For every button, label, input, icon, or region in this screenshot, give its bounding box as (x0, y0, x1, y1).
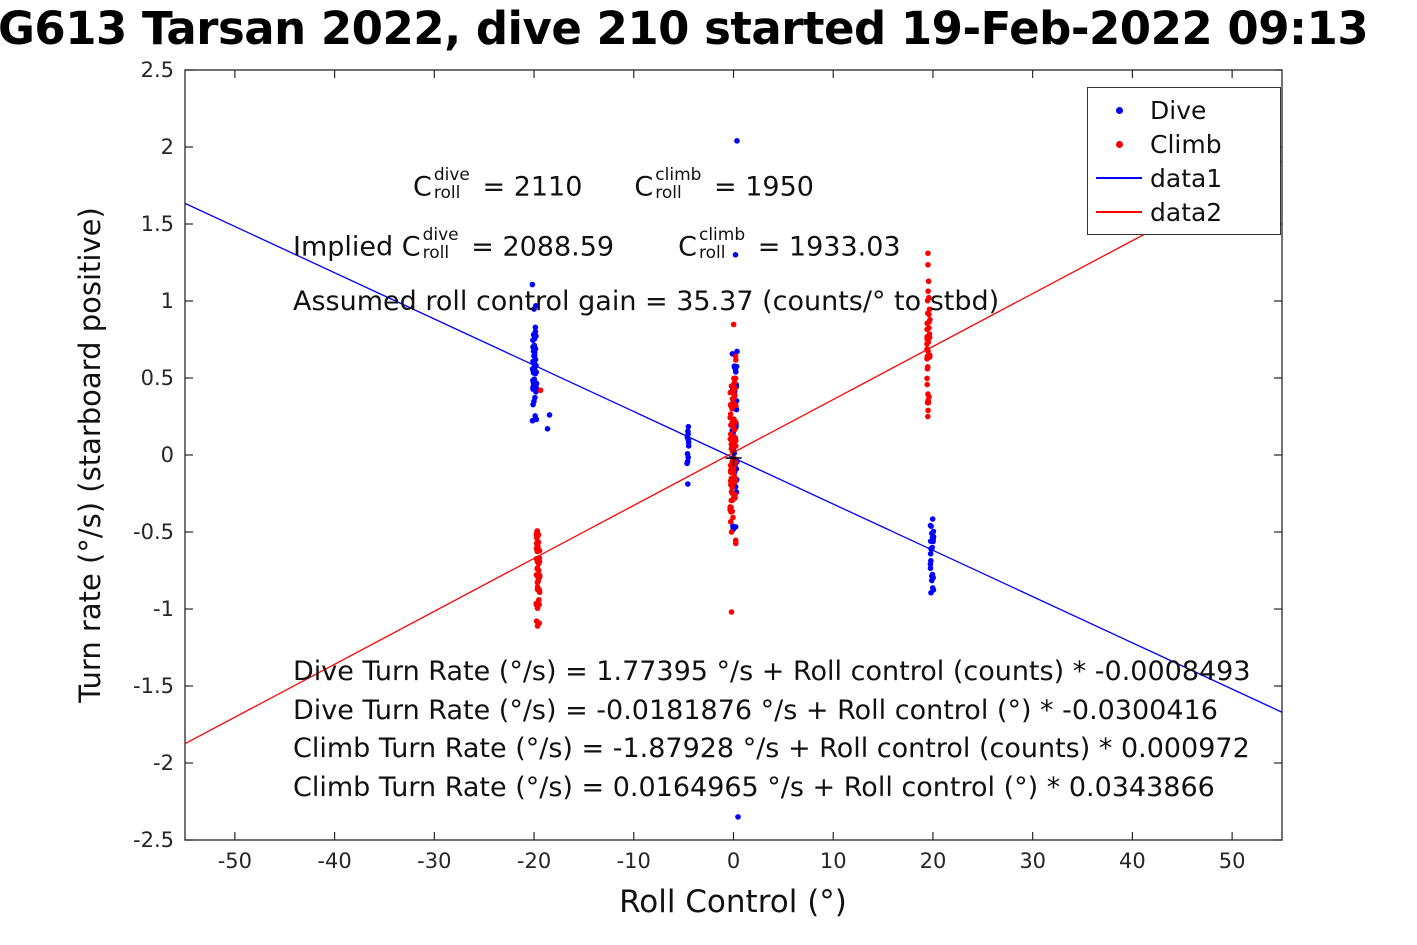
c-symbol: C (413, 171, 432, 203)
c-value: = 2088.59 (462, 231, 615, 263)
x-axis-label: Roll Control (°) (619, 884, 847, 920)
legend-line-icon (1088, 211, 1150, 213)
c-subscript: roll (433, 182, 461, 203)
c-symbol: C (401, 231, 421, 263)
legend-dot-icon (1088, 140, 1150, 148)
y-tick-label: -1 (153, 597, 174, 621)
c-subsup: dive roll (433, 165, 470, 203)
legend-label: data1 (1150, 163, 1223, 193)
x-tick-label: -40 (317, 849, 351, 873)
legend-label: Climb (1150, 129, 1222, 159)
c-subsup: dive roll (422, 225, 459, 263)
y-axis-label: Turn rate (°/s) (starboard positive) (73, 207, 107, 704)
equation-dive-counts: Dive Turn Rate (°/s) = 1.77395 °/s + Rol… (293, 656, 1251, 687)
legend-dot-icon (1088, 106, 1150, 114)
y-tick-label: 1.5 (141, 212, 174, 236)
c-value: = 1933.03 (749, 231, 901, 263)
y-tick-label: 0 (161, 443, 174, 467)
equation-climb-counts: Climb Turn Rate (°/s) = -1.87928 °/s + R… (293, 733, 1250, 764)
x-tick-label: 30 (1019, 849, 1046, 873)
y-tick-label: 1 (161, 289, 174, 313)
c-value: = 2110 (473, 171, 583, 203)
annotation-fit-equations: Dive Turn Rate (°/s) = 1.77395 °/s + Rol… (293, 653, 1251, 807)
x-tick-label: -20 (517, 849, 551, 873)
equation-dive-degrees: Dive Turn Rate (°/s) = -0.0181876 °/s + … (293, 694, 1218, 726)
x-tick-label: -50 (218, 849, 252, 873)
legend-item-Climb: Climb (1088, 127, 1280, 161)
x-tick-label: 0 (727, 849, 740, 873)
c-subscript: roll (422, 242, 450, 263)
y-tick-label: -0.5 (133, 520, 174, 544)
c-subscript: roll (698, 242, 726, 263)
legend-item-data2: data2 (1088, 195, 1280, 229)
y-tick-label: -2.5 (133, 828, 174, 852)
x-tick-label: 10 (820, 849, 847, 873)
c-symbol: C (678, 231, 697, 263)
c-superscript: climb (655, 165, 702, 185)
c-value: = 1950 (705, 171, 814, 203)
y-tick-label: 2 (161, 135, 174, 159)
c-symbol: C (634, 171, 654, 203)
legend-label: data2 (1150, 197, 1223, 227)
legend: Dive Climb data1 data2 (1087, 87, 1281, 235)
y-tick-label: 2.5 (141, 58, 174, 82)
legend-label: Dive (1150, 95, 1207, 125)
c-subsup: climb roll (655, 165, 702, 203)
c-subsup: climb roll (698, 225, 746, 263)
x-tick-label: -10 (617, 849, 651, 873)
y-tick-label: -1.5 (133, 674, 174, 698)
annotation-roll-gain: Assumed roll control gain = 35.37 (count… (293, 286, 1000, 317)
legend-item-data1: data1 (1088, 161, 1280, 195)
x-tick-label: 40 (1119, 849, 1146, 873)
legend-line-icon (1088, 177, 1150, 179)
equation-climb-degrees: Climb Turn Rate (°/s) = 0.0164965 °/s + … (293, 771, 1215, 803)
c-subscript: roll (655, 182, 682, 203)
x-tick-label: 50 (1219, 849, 1246, 873)
c-superscript: dive (422, 225, 459, 245)
legend-item-Dive: Dive (1088, 93, 1280, 127)
implied-prefix: Implied (293, 231, 402, 263)
c-superscript: dive (433, 165, 470, 185)
x-tick-label: -30 (417, 849, 451, 873)
c-superscript: climb (698, 225, 746, 245)
y-tick-label: 0.5 (141, 366, 174, 390)
chart-title: G613 Tarsan 2022, dive 210 started 19-Fe… (0, 2, 1369, 55)
y-tick-label: -2 (153, 751, 174, 775)
x-tick-label: 20 (920, 849, 947, 873)
